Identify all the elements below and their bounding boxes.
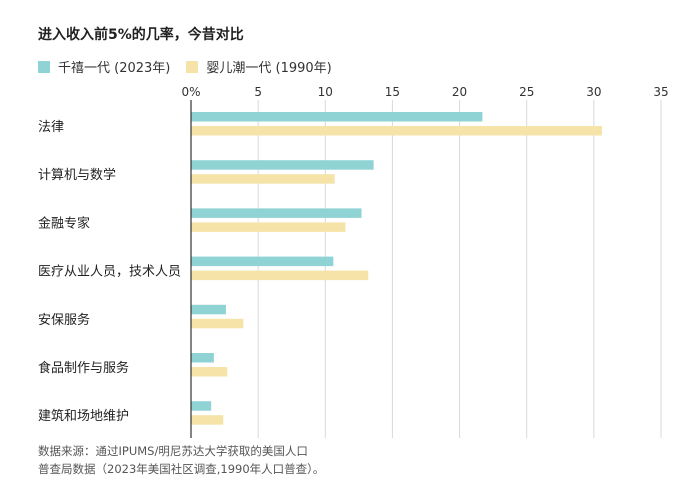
bar-1990 <box>191 415 224 425</box>
bar-2023 <box>191 112 483 122</box>
source-note-line-2: 普查局数据（2023年美国社区调查,1990年人口普查）。 <box>38 462 325 476</box>
category-label: 法律 <box>38 120 64 135</box>
x-tick-label: 0% <box>181 85 200 99</box>
bar-1990 <box>191 126 602 136</box>
x-tick-label: 10 <box>318 85 333 99</box>
x-tick-label: 35 <box>653 85 668 99</box>
bar-2023 <box>191 401 212 411</box>
x-tick-label: 15 <box>385 85 400 99</box>
bar-1990 <box>191 270 369 281</box>
legend-swatch-1990 <box>186 60 199 73</box>
category-label: 金融专家 <box>38 215 90 231</box>
source-note: 数据来源：通过IPUMS/明尼苏达大学获取的美国人口 普查局数据（2023年美国… <box>38 442 498 478</box>
bar-2023 <box>191 353 214 363</box>
bar-1990 <box>191 222 346 232</box>
bar-2023 <box>191 160 374 170</box>
bar-2023 <box>191 208 362 218</box>
bar-chart: 0% 5 10 15 20 25 30 35 法律计算机与数学金融专家医疗从业人员，技术人员安保… <box>38 85 669 438</box>
source-note-line-1: 数据来源：通过IPUMS/明尼苏达大学获取的美国人口 <box>38 444 308 458</box>
bar-2023 <box>191 256 334 267</box>
x-tick-label: 25 <box>519 85 534 99</box>
x-tick-label: 20 <box>452 85 467 99</box>
bar-1990 <box>191 318 244 329</box>
category-label: 食品制作与服务 <box>38 360 129 376</box>
category-label: 安保服务 <box>38 312 90 328</box>
legend-swatch-2023 <box>38 60 50 73</box>
legend-label-1990: 婴儿潮一代 (1990年) <box>206 61 332 76</box>
legend-item-1990: 婴儿潮一代 (1990年) <box>186 57 332 76</box>
legend-label-2023: 千禧一代 (2023年) <box>58 61 171 76</box>
bar-2023 <box>191 304 226 315</box>
chart-title: 进入收入前5%的几率，今昔对比 <box>38 27 244 43</box>
category-label: 医疗从业人员，技术人员 <box>38 265 181 280</box>
category-label: 计算机与数学 <box>38 167 116 183</box>
category-label: 建筑和场地维护 <box>38 408 129 424</box>
legend: 千禧一代 (2023年) 婴儿潮一代 (1990年) <box>38 57 348 76</box>
bar-1990 <box>191 174 335 184</box>
legend-item-2023: 千禧一代 (2023年) <box>38 57 170 76</box>
x-tick-label: 30 <box>586 85 601 99</box>
x-tick-label: 5 <box>254 85 262 99</box>
bar-1990 <box>191 367 228 377</box>
